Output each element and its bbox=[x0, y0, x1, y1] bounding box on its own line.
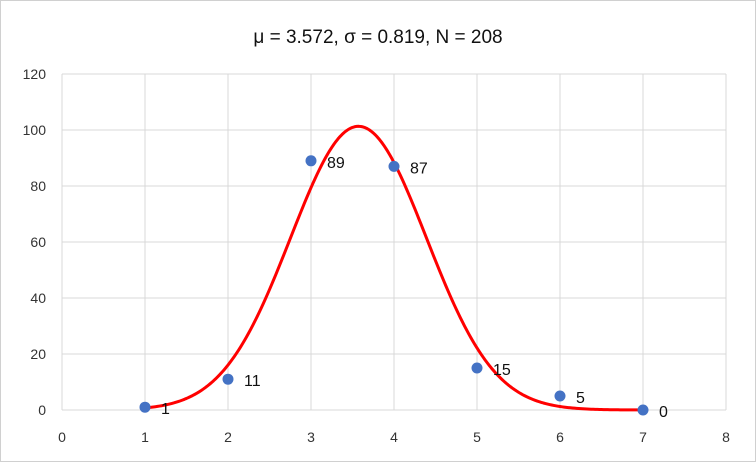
y-tick-label: 40 bbox=[30, 290, 46, 306]
data-point bbox=[222, 373, 234, 385]
data-label: 11 bbox=[244, 373, 261, 390]
x-tick-label: 0 bbox=[58, 429, 66, 445]
x-tick-label: 6 bbox=[556, 429, 564, 445]
y-tick-label: 120 bbox=[23, 66, 47, 82]
data-label: 1 bbox=[161, 401, 170, 418]
y-tick-label: 60 bbox=[30, 234, 46, 250]
data-point bbox=[637, 404, 649, 416]
x-tick-label: 7 bbox=[639, 429, 647, 445]
data-point bbox=[554, 390, 566, 402]
x-tick-label: 4 bbox=[390, 429, 398, 445]
x-tick-label: 2 bbox=[224, 429, 232, 445]
x-tick-label: 5 bbox=[473, 429, 481, 445]
x-tick-label: 1 bbox=[141, 429, 149, 445]
points-layer bbox=[139, 155, 649, 416]
data-label: 87 bbox=[410, 160, 428, 177]
grid-layer bbox=[61, 73, 727, 411]
x-tick-label: 8 bbox=[722, 429, 730, 445]
data-label: 5 bbox=[576, 390, 585, 407]
data-label: 0 bbox=[659, 404, 668, 421]
data-label: 89 bbox=[327, 155, 345, 172]
y-tick-label: 100 bbox=[23, 122, 47, 138]
data-label: 15 bbox=[493, 362, 511, 379]
y-tick-label: 0 bbox=[38, 402, 46, 418]
chart-title: μ = 3.572, σ = 0.819, N = 208 bbox=[253, 27, 502, 48]
x-tick-label: 3 bbox=[307, 429, 315, 445]
data-point bbox=[388, 160, 400, 172]
y-tick-label: 80 bbox=[30, 178, 46, 194]
data-point bbox=[471, 362, 483, 374]
y-tick-label: 20 bbox=[30, 346, 46, 362]
data-point bbox=[139, 401, 151, 413]
data-point bbox=[305, 155, 317, 167]
